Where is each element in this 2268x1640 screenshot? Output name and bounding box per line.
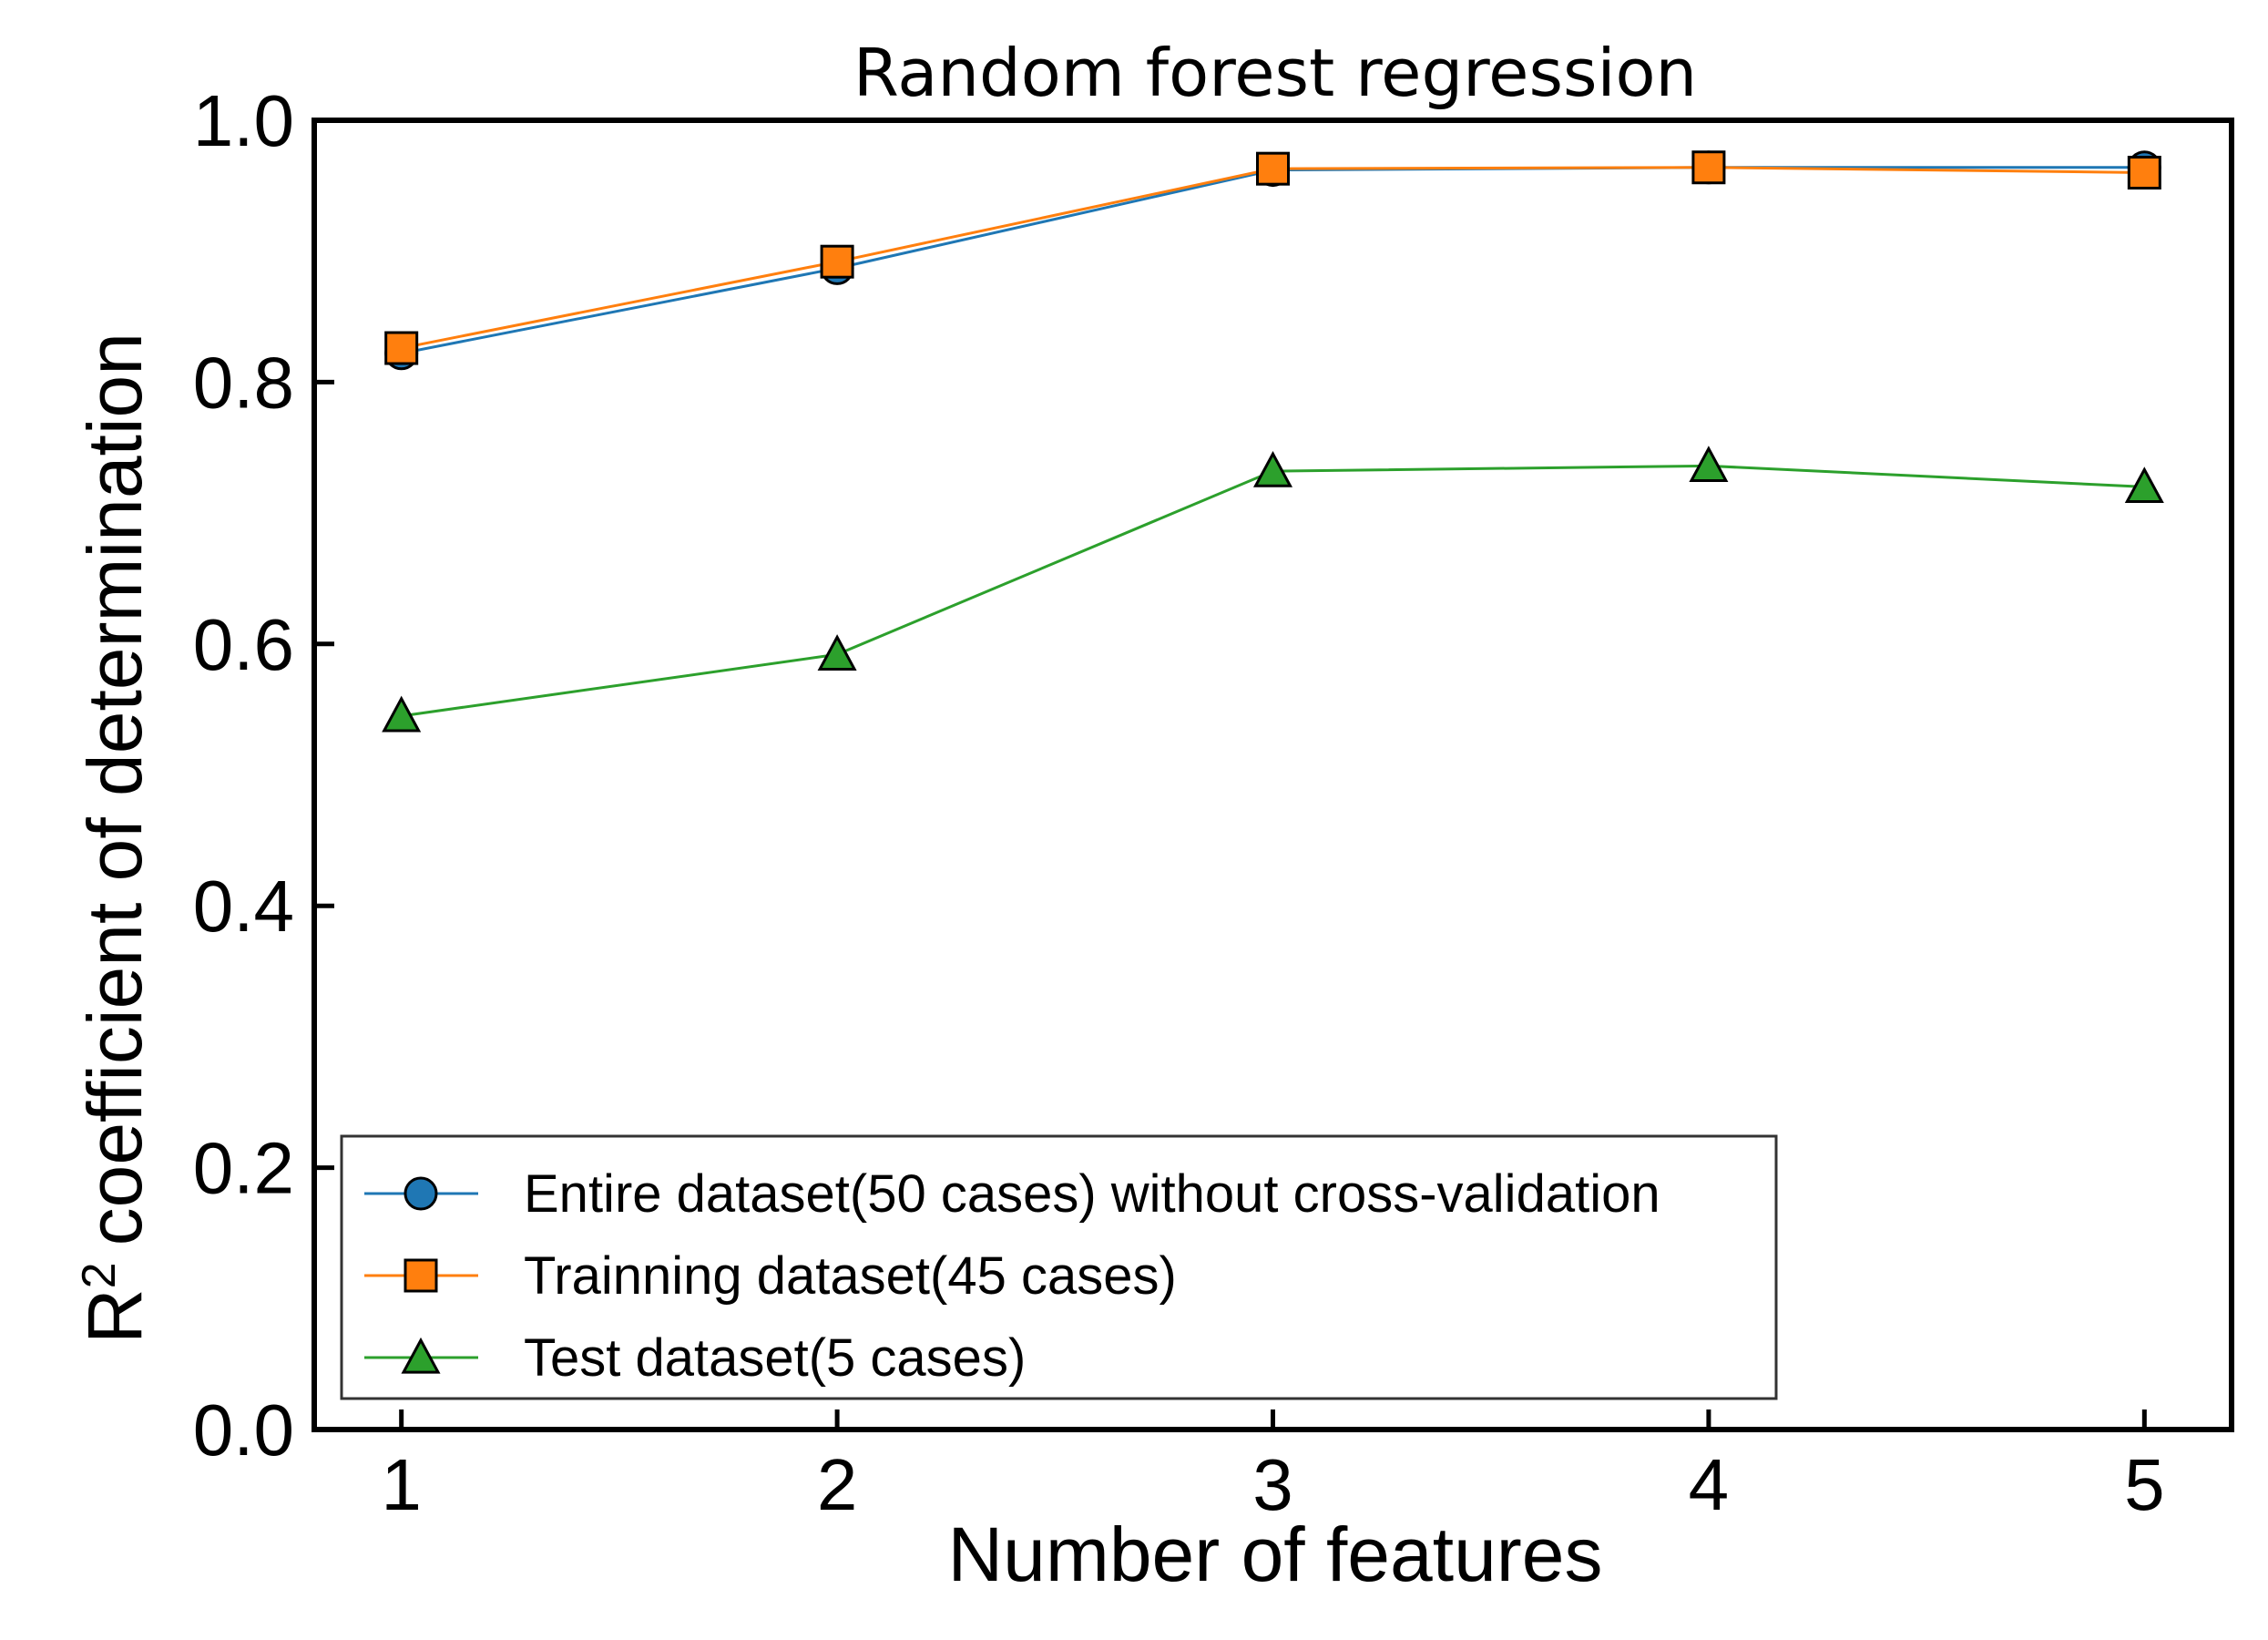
y-axis-label-superscript: 2 [73, 1262, 126, 1288]
y-tick-label: 1.0 [193, 80, 294, 161]
x-tick-label: 3 [1252, 1444, 1293, 1525]
legend-marker [404, 1258, 438, 1293]
y-tick-label: 0.0 [193, 1389, 294, 1471]
x-tick-label: 5 [2124, 1444, 2165, 1525]
data-point [2127, 155, 2161, 190]
series-line [401, 166, 2145, 355]
legend-entry: Entire dataset(50 cases) without cross-v… [364, 1164, 1660, 1224]
legend-entry: Test dataset(5 cases) [364, 1328, 1026, 1388]
series-square [384, 150, 2161, 365]
y-axis-label-symbol: R [72, 1288, 158, 1344]
y-axis-label-text: coefficient of determination [72, 333, 158, 1245]
legend-entry: Trainning dataset(45 cases) [364, 1246, 1177, 1306]
x-axis-label: Number of features [947, 1512, 1602, 1597]
data-point [2124, 466, 2164, 504]
series-line [401, 464, 2145, 718]
legend-marker [404, 1176, 438, 1211]
data-point [382, 695, 422, 733]
y-tick-label: 0.8 [193, 342, 294, 423]
chart-title: Random forest regression [853, 35, 1697, 111]
series-triangle [382, 446, 2164, 733]
y-tick-label: 0.6 [193, 604, 294, 685]
data-point [1691, 150, 1726, 185]
legend: Entire dataset(50 cases) without cross-v… [340, 1134, 1778, 1400]
x-tick-label: 4 [1689, 1444, 1730, 1525]
series-layer [382, 150, 2164, 733]
axis-ticks: 0.0 0.2 0.4 0.6 0.8 1.0 1 2 3 4 5 [193, 80, 2165, 1525]
x-tick-label: 2 [817, 1444, 858, 1525]
legend-box [340, 1134, 1778, 1400]
legend-entries: Entire dataset(50 cases) without cross-v… [364, 1164, 1660, 1388]
legend-marker [401, 1337, 441, 1374]
y-tick-label: 0.2 [193, 1128, 294, 1209]
x-tick-label: 1 [381, 1444, 422, 1525]
data-point [817, 634, 857, 671]
data-point [1252, 450, 1293, 487]
legend-label: Test dataset(5 cases) [524, 1328, 1026, 1388]
legend-label: Entire dataset(50 cases) without cross-v… [524, 1164, 1660, 1224]
y-axis-label: R2 coefficient of determination [72, 333, 158, 1344]
data-point [384, 331, 419, 365]
data-point [1689, 446, 1729, 483]
plot-frame [312, 118, 2234, 1432]
data-point [1256, 151, 1290, 186]
data-point [820, 244, 854, 279]
y-tick-label: 0.4 [193, 866, 294, 947]
series-line [401, 166, 2145, 350]
legend-label: Trainning dataset(45 cases) [524, 1246, 1177, 1306]
